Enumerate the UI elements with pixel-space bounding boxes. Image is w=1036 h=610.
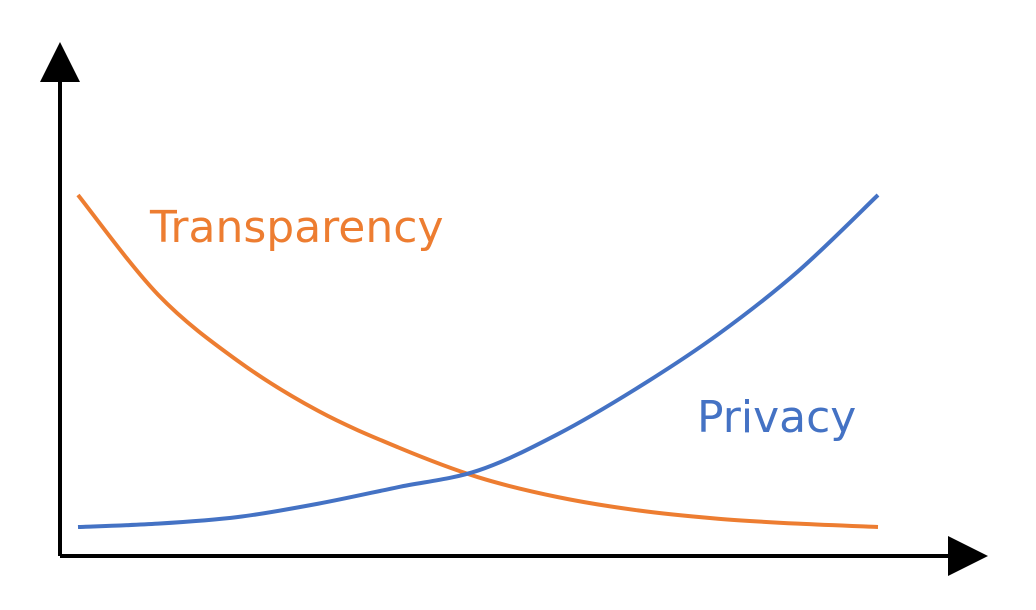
series-line-transparency [76, 193, 879, 529]
series-label-transparency: Transparency [149, 202, 443, 253]
axes [40, 42, 988, 576]
series-line-privacy [77, 193, 880, 529]
series-label-privacy: Privacy [697, 392, 856, 443]
series-layer [76, 193, 880, 529]
